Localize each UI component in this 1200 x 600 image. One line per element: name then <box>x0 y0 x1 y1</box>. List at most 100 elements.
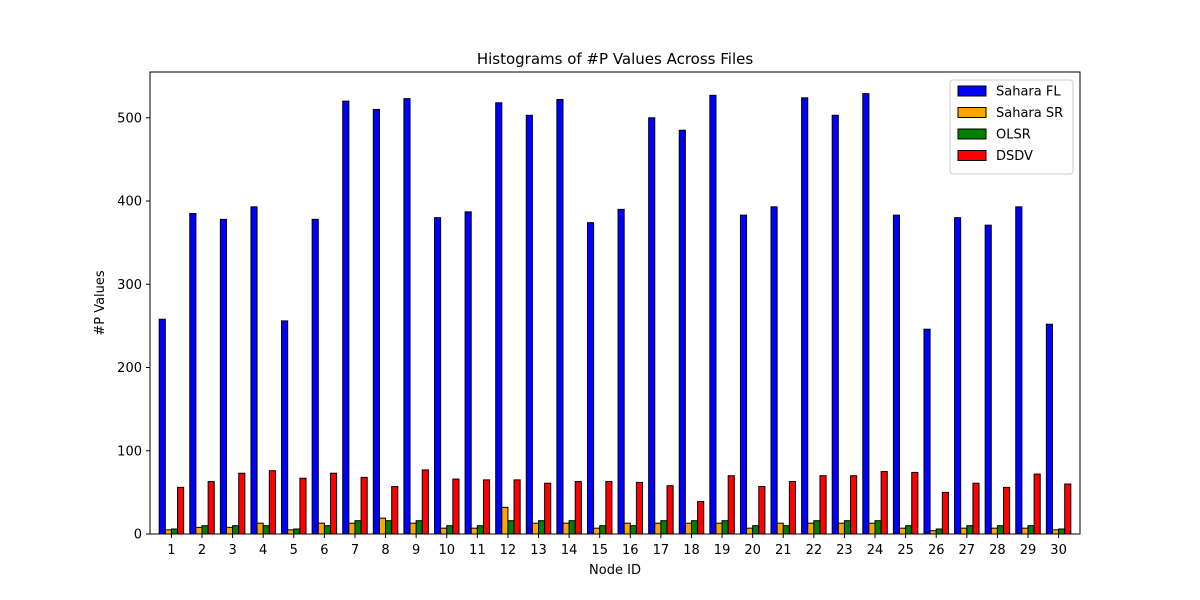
bar <box>996 525 1005 535</box>
bar <box>617 208 625 535</box>
bar <box>452 478 460 535</box>
bar <box>819 475 827 535</box>
x-tick-label: 12 <box>500 543 517 558</box>
bars-layer <box>158 93 1072 535</box>
bar <box>482 479 491 535</box>
x-tick-label: 15 <box>591 543 608 558</box>
bar <box>690 520 699 535</box>
bar <box>850 475 858 535</box>
bar <box>721 520 729 535</box>
bar <box>538 520 546 535</box>
bar <box>544 482 552 535</box>
bar <box>238 472 246 535</box>
y-tick-label: 200 <box>117 361 142 376</box>
bar <box>317 522 325 535</box>
bar <box>954 217 962 535</box>
bar <box>360 476 368 535</box>
plot-frame <box>149 71 1081 535</box>
bar <box>960 527 968 535</box>
bar <box>831 114 839 535</box>
bar <box>207 481 215 535</box>
x-tick-label: 4 <box>259 543 267 558</box>
bar <box>329 472 338 535</box>
x-tick-label: 17 <box>653 543 670 558</box>
bar <box>862 93 870 535</box>
x-tick-label: 23 <box>836 543 853 558</box>
y-tick-label: 100 <box>117 444 142 459</box>
bar <box>1003 486 1011 535</box>
bar <box>507 520 515 535</box>
bar <box>770 206 778 535</box>
bar <box>342 100 350 535</box>
bar <box>232 525 240 535</box>
bar <box>531 522 540 535</box>
x-tick-label: 19 <box>714 543 731 558</box>
bar <box>635 481 644 535</box>
bar <box>421 469 429 535</box>
bar <box>935 528 943 535</box>
bar <box>1051 529 1060 535</box>
x-tick-label: 3 <box>228 543 236 558</box>
bar <box>837 522 845 535</box>
x-tick-label: 5 <box>290 543 298 558</box>
x-tick-label: 30 <box>1050 543 1067 558</box>
x-tick-label: 11 <box>469 543 486 558</box>
bar <box>262 525 270 535</box>
y-tick-label: 400 <box>117 195 142 210</box>
x-tick-label: 16 <box>622 543 639 558</box>
bar <box>1027 525 1035 535</box>
bar <box>660 520 668 535</box>
bar <box>158 318 166 535</box>
bar <box>972 482 980 535</box>
bar <box>911 471 919 535</box>
bar <box>984 224 992 535</box>
bar <box>739 214 748 535</box>
legend-label: Sahara SR <box>996 106 1063 121</box>
bar <box>678 129 686 535</box>
bar <box>1045 323 1053 535</box>
bar <box>513 479 521 535</box>
x-tick-label: 13 <box>530 543 547 558</box>
bar <box>446 525 454 535</box>
bar <box>1058 528 1066 535</box>
legend-swatch <box>957 150 987 161</box>
x-tick-label: 22 <box>806 543 823 558</box>
bar <box>697 501 705 535</box>
legend-label: Sahara FL <box>996 85 1061 100</box>
bar <box>219 218 227 535</box>
bar <box>177 486 185 535</box>
bar <box>409 522 417 535</box>
bar <box>440 527 448 535</box>
bar <box>164 529 172 535</box>
bar <box>1064 483 1072 535</box>
bar <box>323 525 332 535</box>
x-tick-label: 26 <box>928 543 945 558</box>
y-tick-label: 500 <box>117 111 142 126</box>
bar <box>525 114 533 535</box>
x-tick-label: 9 <box>412 543 420 558</box>
bar <box>905 525 913 535</box>
bar <box>225 526 234 535</box>
bar <box>250 206 258 535</box>
legend-swatch <box>957 128 987 140</box>
bar <box>586 222 595 535</box>
bar <box>709 94 717 535</box>
bar <box>348 522 356 535</box>
x-tick-label: 14 <box>561 543 578 558</box>
bar <box>415 520 423 535</box>
bar <box>880 471 888 535</box>
bar <box>746 527 754 535</box>
bar <box>1021 527 1029 535</box>
x-tick-label: 25 <box>897 543 914 558</box>
bar <box>758 486 766 535</box>
bar <box>562 522 570 535</box>
x-axis-label: Node ID <box>589 563 641 578</box>
bar <box>311 218 319 535</box>
bar <box>256 522 264 535</box>
x-tick-label: 29 <box>1020 543 1037 558</box>
bar <box>574 481 582 535</box>
bar <box>868 522 876 535</box>
bar <box>807 522 815 535</box>
